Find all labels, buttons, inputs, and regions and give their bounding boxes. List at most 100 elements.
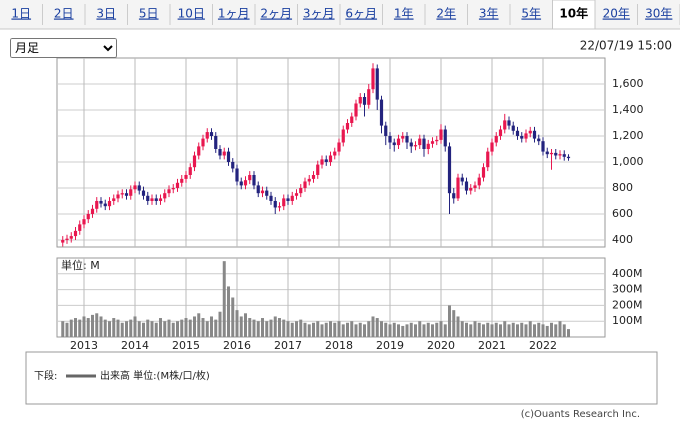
candle-body	[167, 189, 171, 194]
candle-body	[511, 125, 515, 131]
candle-body	[350, 116, 354, 123]
tab[interactable]: 3年	[479, 7, 499, 21]
candle-body	[184, 174, 188, 179]
candle-body	[341, 129, 345, 143]
candle-body	[358, 96, 362, 104]
tab[interactable]: 2ヶ月	[260, 7, 292, 21]
candle-body	[277, 206, 282, 208]
tab[interactable]: 5年	[521, 7, 541, 21]
volume-bar	[486, 322, 490, 337]
candle-body	[388, 135, 392, 143]
volume-bar	[439, 321, 443, 337]
volume-bar	[205, 321, 209, 337]
candle-body	[141, 190, 146, 196]
volume-bar	[456, 316, 460, 337]
tab[interactable]: 10日	[178, 7, 205, 21]
candle-body	[494, 135, 498, 143]
volume-bar	[290, 322, 294, 337]
candle-body	[464, 181, 469, 191]
candle-body	[324, 159, 328, 162]
tab[interactable]: 3ヶ月	[303, 7, 335, 21]
candle-body	[558, 154, 562, 156]
candle-body	[422, 138, 426, 149]
volume-bar	[363, 324, 366, 337]
candle-body	[290, 195, 294, 201]
legend-box	[25, 351, 658, 405]
x-tick-label: 2018	[325, 339, 353, 352]
volume-bar	[125, 321, 128, 337]
candle-body	[345, 122, 350, 130]
volume-bar	[499, 324, 502, 337]
candle-body	[354, 103, 358, 117]
candle-body	[435, 139, 439, 142]
volume-bar	[388, 324, 392, 337]
tab[interactable]: 2日	[54, 7, 74, 21]
candle-body	[137, 185, 141, 191]
candle-body	[456, 177, 460, 199]
tab[interactable]: 30年	[645, 7, 672, 21]
tab[interactable]: 1ヶ月	[218, 7, 250, 21]
candle-body	[103, 203, 107, 207]
volume-bar	[120, 322, 124, 337]
candle-body	[265, 190, 269, 196]
candle-body	[333, 151, 337, 156]
price-frame	[56, 57, 606, 248]
candle-body	[443, 129, 447, 147]
volume-bar	[482, 324, 485, 337]
volume-bar	[460, 321, 464, 337]
candle-body	[337, 142, 341, 152]
candle-body	[532, 130, 537, 139]
tab[interactable]: 20年	[603, 7, 630, 21]
candle-body	[124, 193, 129, 196]
volume-bar	[409, 322, 413, 337]
volume-bar	[511, 322, 515, 337]
volume-bar	[537, 322, 541, 337]
volume-bar	[452, 310, 456, 337]
candle-body	[554, 152, 558, 156]
volume-bar	[507, 324, 511, 337]
volume-bar	[82, 316, 86, 337]
volume-bar	[188, 319, 192, 337]
tab[interactable]: 10年	[559, 6, 588, 21]
period-select[interactable]: 月足	[10, 38, 117, 58]
volume-bar	[235, 310, 239, 337]
volume-bar	[545, 325, 549, 337]
candle-body	[171, 187, 175, 190]
candle-body	[218, 148, 222, 156]
volume-bar	[469, 324, 473, 337]
volume-bar	[562, 324, 566, 337]
candle-body	[481, 167, 486, 178]
candle-body	[235, 168, 239, 182]
tab[interactable]: 3日	[96, 7, 116, 21]
y-tick-label: 100M	[612, 314, 643, 327]
volume-bar	[176, 321, 179, 337]
y-tick-label: 1,400	[612, 103, 644, 116]
tab[interactable]: 5日	[139, 7, 159, 21]
candle-body	[545, 151, 549, 155]
volume-bar	[146, 319, 150, 337]
candle-body	[371, 68, 375, 90]
candle-body	[86, 213, 90, 220]
y-tick-label: 600	[612, 207, 633, 220]
volume-bar	[541, 324, 545, 337]
volume-bar	[201, 318, 205, 337]
volume-bar	[490, 324, 494, 337]
volume-bar	[133, 316, 137, 337]
candle-body	[405, 135, 409, 143]
volume-bar	[61, 321, 65, 337]
tab[interactable]: 1年	[394, 7, 414, 21]
candle-body	[562, 154, 566, 157]
candle-body	[515, 130, 520, 136]
volume-bar	[533, 324, 536, 337]
candle-body	[163, 193, 167, 199]
volume-bar	[286, 321, 290, 337]
volume-bar	[103, 319, 107, 337]
tab[interactable]: 6ヶ月	[345, 7, 377, 21]
volume-bar	[214, 319, 218, 337]
tab[interactable]: 2年	[436, 7, 456, 21]
candle-body	[61, 239, 65, 243]
candle-body	[282, 198, 286, 207]
candle-body	[566, 156, 571, 159]
volume-bar	[341, 324, 345, 337]
tab[interactable]: 1日	[11, 7, 31, 21]
